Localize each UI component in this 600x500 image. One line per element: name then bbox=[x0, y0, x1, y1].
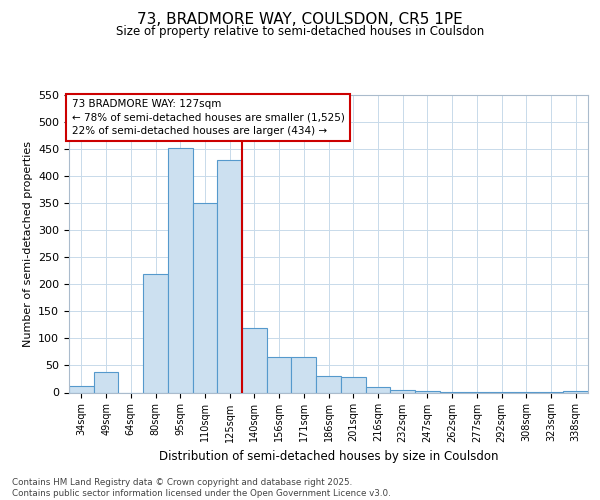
Bar bbox=[390, 390, 415, 392]
Bar bbox=[341, 378, 365, 392]
Text: Contains HM Land Registry data © Crown copyright and database right 2025.
Contai: Contains HM Land Registry data © Crown c… bbox=[12, 478, 391, 498]
Bar bbox=[563, 391, 588, 392]
Bar bbox=[193, 203, 217, 392]
Text: 73, BRADMORE WAY, COULSDON, CR5 1PE: 73, BRADMORE WAY, COULSDON, CR5 1PE bbox=[137, 12, 463, 28]
Bar bbox=[94, 372, 118, 392]
Text: Size of property relative to semi-detached houses in Coulsdon: Size of property relative to semi-detach… bbox=[116, 25, 484, 38]
Bar bbox=[242, 328, 267, 392]
Bar bbox=[69, 386, 94, 392]
Bar bbox=[316, 376, 341, 392]
Text: 73 BRADMORE WAY: 127sqm
← 78% of semi-detached houses are smaller (1,525)
22% of: 73 BRADMORE WAY: 127sqm ← 78% of semi-de… bbox=[71, 100, 344, 136]
Bar bbox=[217, 160, 242, 392]
Bar bbox=[168, 148, 193, 392]
Bar bbox=[365, 387, 390, 392]
Bar bbox=[267, 358, 292, 392]
Bar bbox=[143, 274, 168, 392]
Y-axis label: Number of semi-detached properties: Number of semi-detached properties bbox=[23, 141, 32, 347]
X-axis label: Distribution of semi-detached houses by size in Coulsdon: Distribution of semi-detached houses by … bbox=[159, 450, 498, 463]
Bar bbox=[292, 358, 316, 392]
